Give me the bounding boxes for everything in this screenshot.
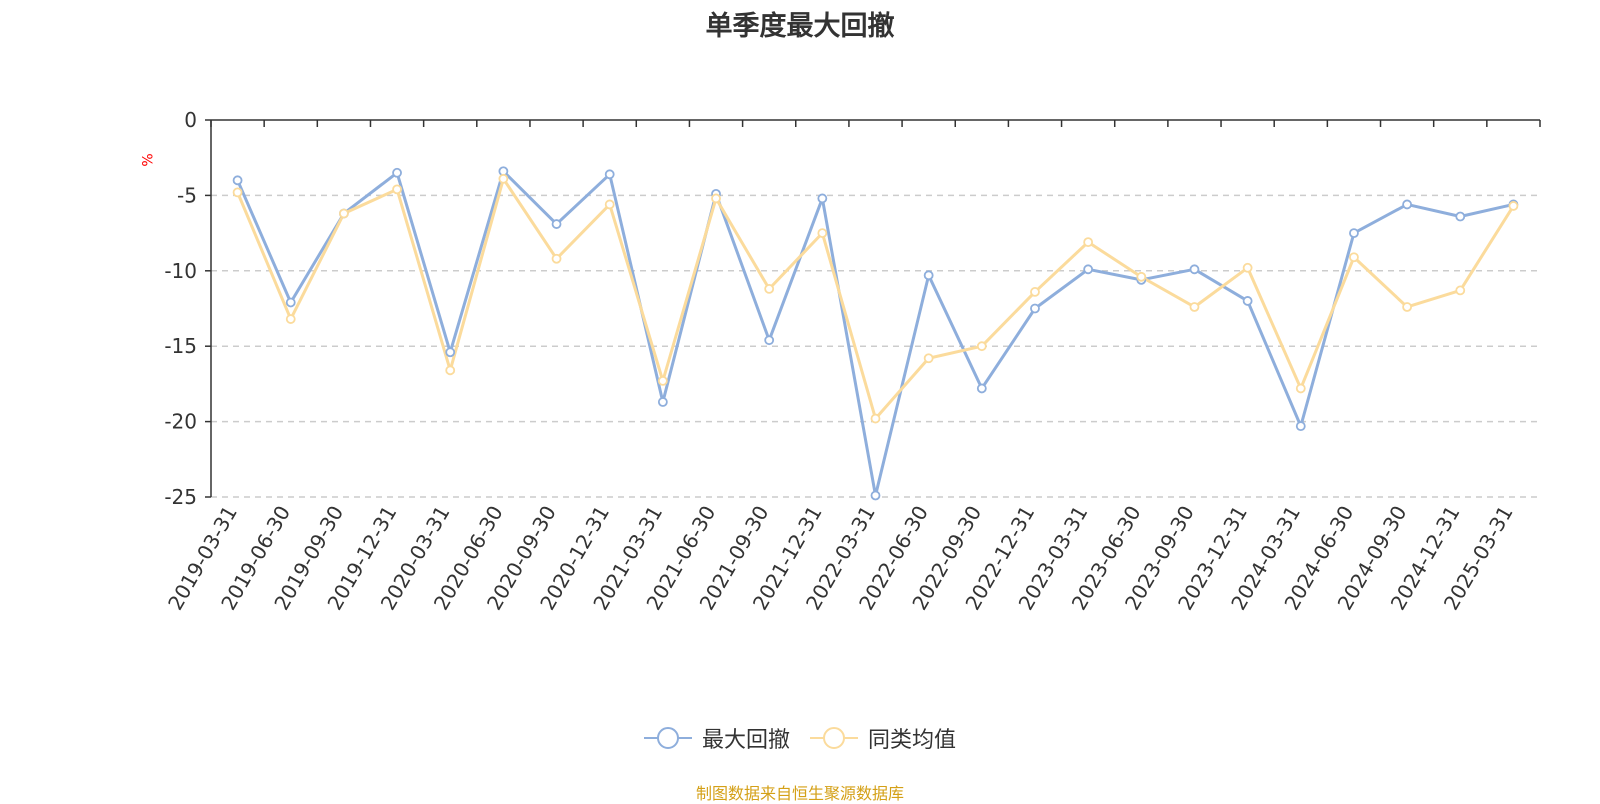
data-point-series-0: [1189, 264, 1200, 275]
legend-marker-drawdown: [643, 727, 692, 749]
data-point-series-1: [338, 208, 349, 219]
data-point-series-0: [392, 167, 402, 178]
data-point-series-1: [1508, 201, 1519, 211]
legend-label-category-average: 同类均值: [868, 728, 957, 753]
data-point-series-1: [1295, 383, 1306, 394]
y-tick-label: -20: [164, 410, 197, 434]
data-point-series-1: [392, 184, 402, 195]
data-point-series-0: [445, 347, 456, 358]
data-point-series-0: [870, 490, 881, 501]
data-point-series-1: [1189, 302, 1200, 312]
y-tick-label: -25: [164, 485, 197, 509]
data-point-series-0: [1083, 264, 1094, 275]
data-point-series-1: [711, 193, 721, 204]
y-tick-label: -5: [177, 183, 197, 207]
legend-item-drawdown[interactable]: 最大回撤: [643, 722, 790, 754]
data-point-series-0: [764, 335, 775, 346]
legend-marker-category-average: [810, 727, 858, 749]
legend-label-drawdown: 最大回撤: [701, 728, 790, 753]
data-point-series-1: [1136, 271, 1147, 282]
y-tick-label: 0: [184, 108, 197, 132]
data-point-series-1: [232, 187, 243, 198]
data-point-series-0: [923, 270, 934, 281]
data-source-note: 制图数据来自恒生聚源数据库: [695, 784, 904, 803]
data-point-series-0: [1242, 296, 1253, 306]
data-point-series-0: [551, 219, 562, 229]
data-point-series-1: [1402, 302, 1412, 312]
data-point-series-1: [1349, 252, 1359, 263]
data-point-series-0: [604, 169, 615, 180]
data-point-series-1: [870, 413, 881, 424]
data-point-series-1: [923, 353, 934, 364]
data-point-series-1: [976, 341, 987, 352]
series-line-1: [236, 177, 1515, 421]
data-point-series-1: [1242, 262, 1253, 273]
data-point-series-1: [1455, 285, 1466, 296]
data-point-series-0: [817, 193, 828, 204]
data-point-series-0: [1455, 211, 1466, 222]
data-point-series-0: [285, 297, 296, 308]
data-point-series-1: [817, 228, 828, 239]
legend-item-category-average[interactable]: 同类均值: [810, 722, 956, 754]
data-point-series-0: [232, 175, 243, 186]
data-point-series-1: [764, 283, 775, 294]
legend: 最大回撤 同类均值: [0, 722, 1600, 754]
data-point-series-0: [1295, 421, 1306, 432]
data-point-series-0: [1402, 199, 1412, 210]
data-point-series-1: [657, 375, 668, 386]
data-point-series-1: [1030, 287, 1040, 297]
chart-title: 单季度最大回撤: [705, 11, 895, 42]
y-tick-label: -10: [164, 259, 197, 283]
data-point-series-0: [1349, 228, 1359, 239]
data-point-series-1: [551, 253, 562, 264]
y-tick-label: -15: [164, 334, 197, 358]
data-point-series-1: [498, 173, 509, 184]
data-point-series-0: [657, 397, 668, 407]
data-point-series-0: [1030, 303, 1040, 314]
data-point-series-1: [285, 314, 296, 324]
data-point-series-1: [604, 199, 615, 210]
data-point-series-1: [445, 365, 456, 376]
data-point-series-1: [1083, 237, 1094, 248]
data-point-series-0: [976, 383, 987, 394]
